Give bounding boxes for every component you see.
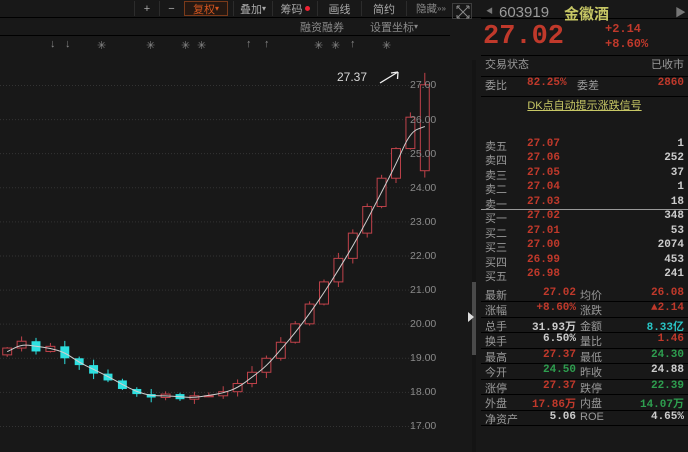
svg-text:27.37: 27.37 — [337, 70, 367, 84]
